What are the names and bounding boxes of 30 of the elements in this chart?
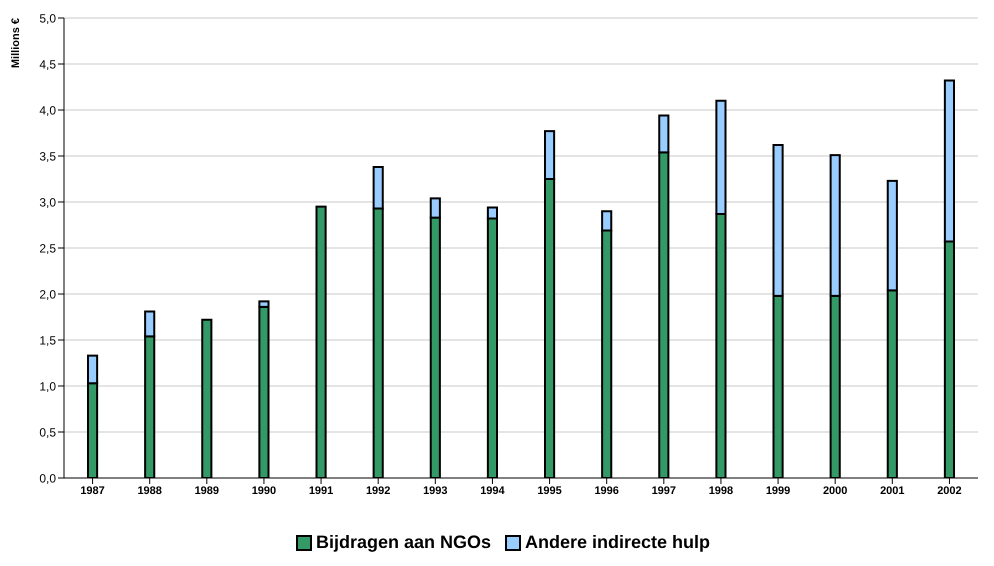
y-tick-label: 1,5 xyxy=(39,333,56,348)
y-tick-label: 0,0 xyxy=(39,471,56,486)
y-tick-label: 4,0 xyxy=(39,103,56,118)
y-tick-label: 1,0 xyxy=(39,379,56,394)
x-tick-label: 1988 xyxy=(137,484,162,497)
x-tick-label: 2000 xyxy=(822,484,848,497)
x-tick-label: 1989 xyxy=(194,484,220,497)
y-tick-label: 0,5 xyxy=(39,425,56,440)
y-tick-label: 2,5 xyxy=(39,241,56,256)
x-tick-label: 1991 xyxy=(308,484,334,497)
x-tick-label: 2001 xyxy=(880,484,905,497)
y-axis-title: Millions € xyxy=(10,18,22,68)
legend-label: Bijdragen aan NGOs xyxy=(314,532,491,553)
x-tick-label: 1995 xyxy=(537,484,562,497)
x-tick-label: 1996 xyxy=(594,484,619,497)
x-tick-label: 1992 xyxy=(366,484,390,497)
y-tick-label: 3,0 xyxy=(39,195,56,210)
x-tick-label: 1997 xyxy=(652,484,676,497)
x-tick-label: 1993 xyxy=(423,484,448,497)
y-tick-label: 5,0 xyxy=(39,11,56,26)
y-tick-label: 4,5 xyxy=(39,57,56,72)
legend-label: Andere indirecte hulp xyxy=(524,532,710,553)
y-tick-label: 3,5 xyxy=(39,149,56,164)
x-tick-label: 1998 xyxy=(708,484,734,497)
x-tick-label: 1994 xyxy=(480,484,506,497)
y-tick-label: 2,0 xyxy=(39,287,56,302)
x-tick-label: 1987 xyxy=(80,484,105,497)
x-tick-label: 1990 xyxy=(252,484,276,497)
x-tick-label: 2002 xyxy=(937,484,962,497)
x-tick-label: 1999 xyxy=(766,484,790,497)
